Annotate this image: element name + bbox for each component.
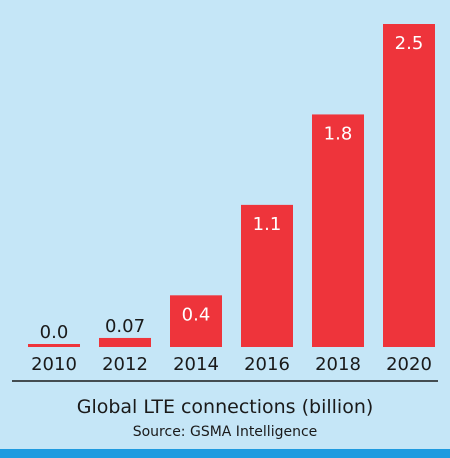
x-tick-2014: 2014 — [173, 354, 219, 375]
bar-2012 — [99, 337, 151, 347]
value-label-2014: 0.4 — [182, 304, 211, 325]
bar-2016 — [241, 204, 293, 347]
x-tick-2016: 2016 — [244, 354, 290, 375]
value-label-2010: 0.0 — [40, 322, 69, 343]
value-label-2016: 1.1 — [253, 214, 282, 235]
x-tick-labels-group: 2010 2012 2014 2016 2018 2020 — [31, 354, 432, 375]
x-tick-2018: 2018 — [315, 354, 361, 375]
x-tick-2012: 2012 — [102, 354, 148, 375]
bottom-stripe — [0, 449, 450, 458]
x-tick-2020: 2020 — [386, 354, 432, 375]
value-label-2018: 1.8 — [324, 123, 353, 144]
x-tick-2010: 2010 — [31, 354, 77, 375]
bar-2020 — [383, 24, 435, 347]
value-label-2020: 2.5 — [395, 33, 424, 54]
bar-2010 — [28, 344, 80, 347]
bar-2018 — [312, 114, 364, 347]
bar-2014 — [170, 295, 222, 347]
bars-group — [28, 24, 435, 347]
chart-title: Global LTE connections (billion) — [77, 396, 374, 418]
value-label-2012: 0.07 — [105, 316, 145, 337]
value-labels-group: 0.0 0.07 0.4 1.1 1.8 2.5 — [40, 33, 424, 343]
chart-source: Source: GSMA Intelligence — [133, 424, 318, 440]
